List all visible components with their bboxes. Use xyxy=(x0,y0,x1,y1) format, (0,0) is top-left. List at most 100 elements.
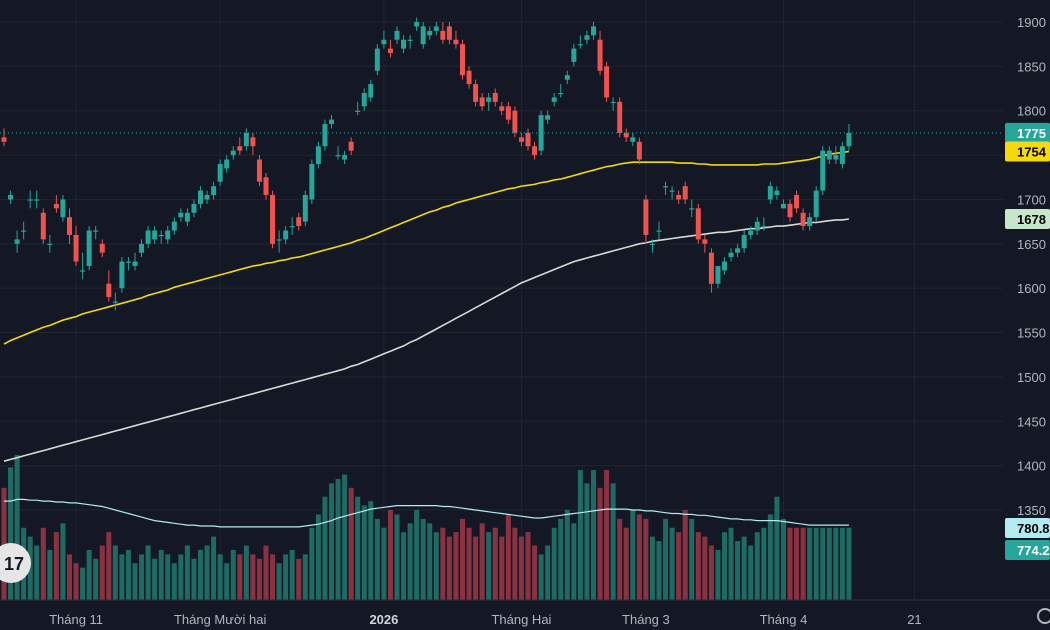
candle-body xyxy=(558,92,564,95)
candle-body xyxy=(191,203,197,213)
time-axis-panel[interactable] xyxy=(0,600,1050,630)
time-tick-label: Tháng 3 xyxy=(622,612,670,627)
candle-body xyxy=(774,190,780,196)
tradingview-logo[interactable]: 17 xyxy=(0,543,31,583)
volume-bar xyxy=(243,545,249,600)
price-tick-label: 1400 xyxy=(1017,459,1046,474)
volume-bar xyxy=(663,518,669,600)
candle-body xyxy=(414,22,420,27)
volume-bar xyxy=(335,478,341,600)
volume-bar xyxy=(446,536,452,600)
volume-bar xyxy=(1,487,7,600)
candle-body xyxy=(460,44,465,76)
volume-bar xyxy=(93,558,99,600)
grid-lines xyxy=(0,0,1003,600)
volume-bar xyxy=(315,514,321,600)
volume-bar xyxy=(728,527,734,600)
volume-bar xyxy=(610,483,616,600)
candle-body xyxy=(204,195,210,200)
candle-body xyxy=(682,186,688,200)
candle-body xyxy=(335,155,341,157)
candle-body xyxy=(119,261,125,289)
volume-bar xyxy=(813,527,819,600)
candle-body xyxy=(433,26,439,31)
candle-body xyxy=(407,39,413,41)
volume-bar xyxy=(296,558,302,600)
candle-body xyxy=(728,252,734,258)
candle-body xyxy=(800,212,806,227)
volume-bar xyxy=(250,554,256,600)
candle-body xyxy=(807,217,813,227)
candle-body xyxy=(669,190,675,192)
candle-body xyxy=(21,230,27,232)
price-tick-label: 1650 xyxy=(1017,237,1046,252)
candle-body xyxy=(309,163,315,200)
candle-body xyxy=(329,119,334,125)
candle-body xyxy=(250,137,256,147)
volume-bar xyxy=(695,532,701,600)
price-tick-label: 1850 xyxy=(1017,59,1046,74)
volume-bar xyxy=(387,510,393,600)
volume-bar xyxy=(643,518,649,600)
time-tick-label: Tháng Mười hai xyxy=(174,612,266,627)
candle-body xyxy=(1,137,7,142)
candle-body xyxy=(466,70,472,85)
candle-body xyxy=(315,146,321,164)
candle-body xyxy=(256,159,262,182)
candle-body xyxy=(479,97,485,107)
candle-body xyxy=(243,132,249,147)
volume-bar xyxy=(597,487,603,600)
volume-bar xyxy=(211,536,217,600)
price-tick-label: 1450 xyxy=(1017,414,1046,429)
volume-bar xyxy=(833,527,839,600)
volume-bars xyxy=(1,454,852,600)
candle-body xyxy=(401,39,407,49)
price-tag: 1678 xyxy=(1005,208,1050,229)
volume-bar xyxy=(256,558,262,600)
volume-bar xyxy=(591,470,596,600)
volume-bar xyxy=(184,545,190,600)
time-axis[interactable]: Tháng 11 Tháng Mười hai 2026 Tháng Hai Tháng… xyxy=(49,612,922,627)
volume-bar xyxy=(800,527,806,600)
volume-bar xyxy=(433,532,439,600)
ma-fast-line xyxy=(3,150,850,345)
candle-body xyxy=(158,234,164,237)
candle-body xyxy=(584,35,590,40)
candle-body xyxy=(34,199,40,201)
volume-bar xyxy=(735,541,741,600)
candle-body xyxy=(178,212,184,218)
volume-bar xyxy=(53,532,59,600)
candle-body xyxy=(512,110,518,133)
volume-bar xyxy=(702,536,708,600)
volume-bar xyxy=(361,505,367,600)
volume-bar xyxy=(119,554,125,600)
candle-body xyxy=(446,26,452,40)
volume-bar xyxy=(125,549,131,600)
candle-body xyxy=(276,239,282,241)
volume-bar xyxy=(198,549,203,600)
volume-bar xyxy=(342,474,348,600)
candle-body xyxy=(577,44,583,46)
volume-bar xyxy=(263,545,269,600)
candle-body xyxy=(427,30,433,36)
volume-bar xyxy=(807,527,813,600)
candle-body xyxy=(630,137,636,142)
candle-body xyxy=(86,230,92,266)
volume-bar xyxy=(158,549,164,600)
candle-body xyxy=(60,199,66,218)
candles xyxy=(1,17,852,311)
settings-icon[interactable] xyxy=(1037,608,1050,624)
price-tag-label: 1678 xyxy=(1017,212,1046,227)
candle-body xyxy=(649,243,655,246)
volume-bar xyxy=(14,454,20,600)
candle-body xyxy=(368,84,374,98)
time-tick-label: Tháng 11 xyxy=(49,612,103,627)
candle-body xyxy=(663,186,669,188)
candle-body xyxy=(106,283,112,298)
candle-body xyxy=(695,208,701,240)
volume-bar xyxy=(689,518,695,600)
volume-bar xyxy=(302,554,308,600)
volume-bar xyxy=(230,549,236,600)
volume-bar xyxy=(178,554,184,600)
